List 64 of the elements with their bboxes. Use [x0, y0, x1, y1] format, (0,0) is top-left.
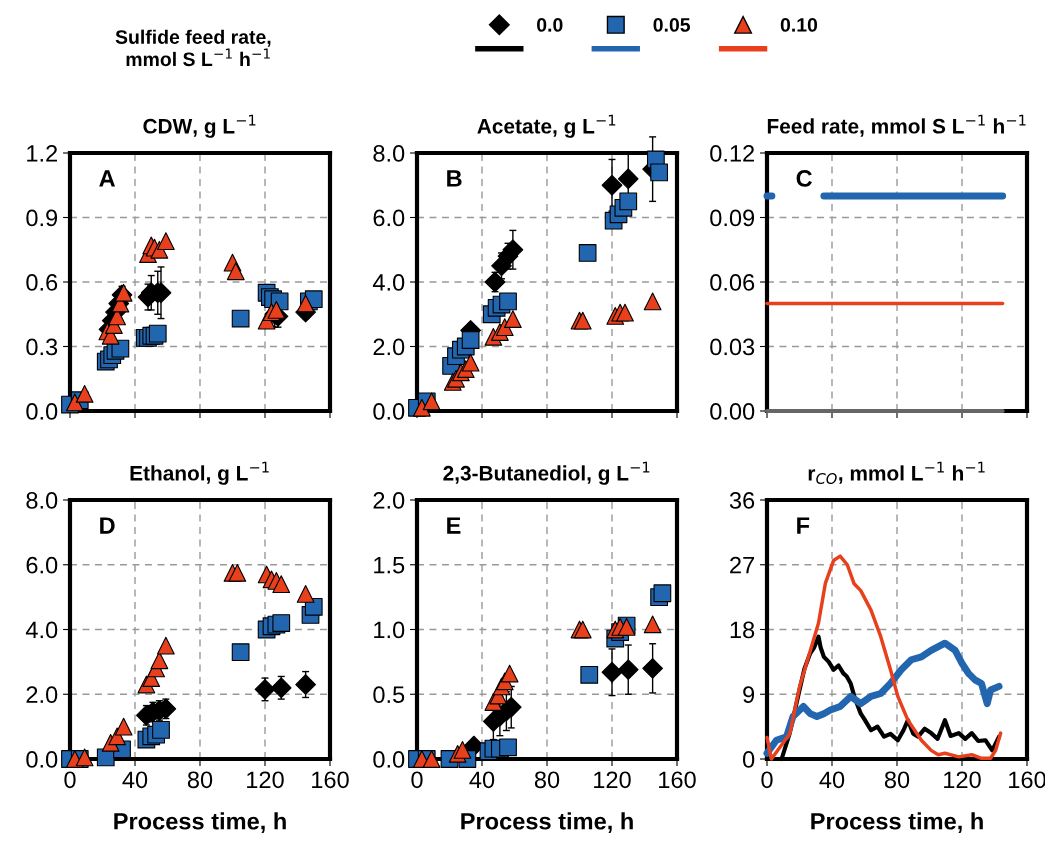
x-tick-label: 80 — [884, 771, 910, 789]
y-tick-label: 8.0 — [373, 145, 405, 162]
x-tick-label: 160 — [659, 771, 696, 789]
y-tick-label: 1.0 — [374, 621, 405, 639]
x-axis-title: Process time, h — [114, 812, 286, 834]
legend-label: 0.10 — [780, 18, 818, 32]
y-tick-label: 1.5 — [374, 557, 405, 574]
x-tick-label: 40 — [122, 771, 148, 789]
y-tick-label: 27 — [730, 556, 755, 574]
y-tick-label: 1.2 — [27, 145, 58, 162]
annotation: F — [797, 517, 810, 534]
legend-title: Sulfide feed rate, mmol S L$^{−1}$ h$^{−1}$ — [115, 29, 271, 67]
y-tick-label: 0 — [742, 751, 755, 768]
x-tick-label: 80 — [534, 771, 560, 789]
y-tick-label: 8.0 — [26, 492, 58, 509]
x-tick-label: 120 — [944, 771, 981, 789]
x-axis-title: Process time, h — [461, 812, 633, 834]
x-axis-title: Process time, h — [811, 812, 983, 834]
x-tick-label: 120 — [247, 771, 284, 789]
y-tick-label: 9 — [743, 686, 755, 704]
x-tick-label: 40 — [819, 771, 845, 789]
chart-title: 2,3-Butanediol, g L$^{−1}$ — [443, 461, 650, 485]
y-tick-label: 4.0 — [372, 274, 405, 291]
y-tick-label: 0.0 — [373, 403, 405, 420]
y-tick-label: 0.0 — [26, 403, 58, 420]
chart-title: Feed rate, mmol S L$^{−1}$ h$^{−1}$ — [767, 114, 1026, 137]
x-tick-label: 40 — [469, 771, 495, 789]
chart-title: Ethanol, g L$^{−1}$ — [130, 461, 269, 485]
chart-title: r$_{CO}$, mmol L$^{−1}$ h$^{−1}$ — [808, 461, 985, 485]
y-tick-label: 6.0 — [26, 556, 58, 574]
y-tick-label: 0.0 — [373, 751, 405, 768]
x-tick-label: 160 — [1009, 771, 1045, 789]
y-tick-label: 0.06 — [710, 274, 755, 291]
y-tick-label: 6.0 — [373, 209, 405, 227]
x-tick-label: 0 — [64, 771, 76, 789]
y-tick-label: 0.12 — [710, 145, 755, 162]
annotation: B — [447, 170, 462, 187]
x-tick-label: 0 — [761, 771, 773, 789]
annotation: E — [447, 517, 461, 534]
y-tick-label: 2.0 — [373, 338, 405, 356]
legend-label: 0.05 — [653, 18, 691, 32]
annotation: A — [99, 170, 116, 187]
y-tick-label: 0.9 — [26, 209, 58, 227]
y-tick-label: 0.0 — [26, 751, 58, 768]
y-tick-label: 18 — [730, 621, 755, 639]
y-tick-label: 2.0 — [373, 492, 405, 509]
legend-label: 0.0 — [537, 18, 563, 32]
y-tick-label: 0.09 — [710, 209, 755, 227]
y-tick-label: 4.0 — [25, 621, 58, 639]
annotation: C — [796, 170, 813, 187]
y-tick-label: 0.00 — [710, 403, 755, 420]
x-tick-label: 80 — [187, 771, 213, 789]
chart-title: Acetate, g L$^{−1}$ — [477, 114, 616, 138]
y-tick-label: 0.5 — [373, 686, 405, 704]
y-tick-label: 0.3 — [26, 338, 58, 356]
x-tick-label: 0 — [411, 771, 423, 789]
y-tick-label: 2.0 — [26, 686, 58, 704]
x-tick-label: 160 — [312, 771, 349, 789]
annotation: D — [100, 517, 115, 534]
y-tick-label: 36 — [729, 492, 755, 509]
y-tick-label: 0.6 — [26, 274, 58, 291]
chart-title: CDW, g L$^{−1}$ — [143, 114, 256, 138]
x-tick-label: 120 — [594, 771, 631, 789]
y-tick-label: 0.03 — [710, 338, 755, 356]
